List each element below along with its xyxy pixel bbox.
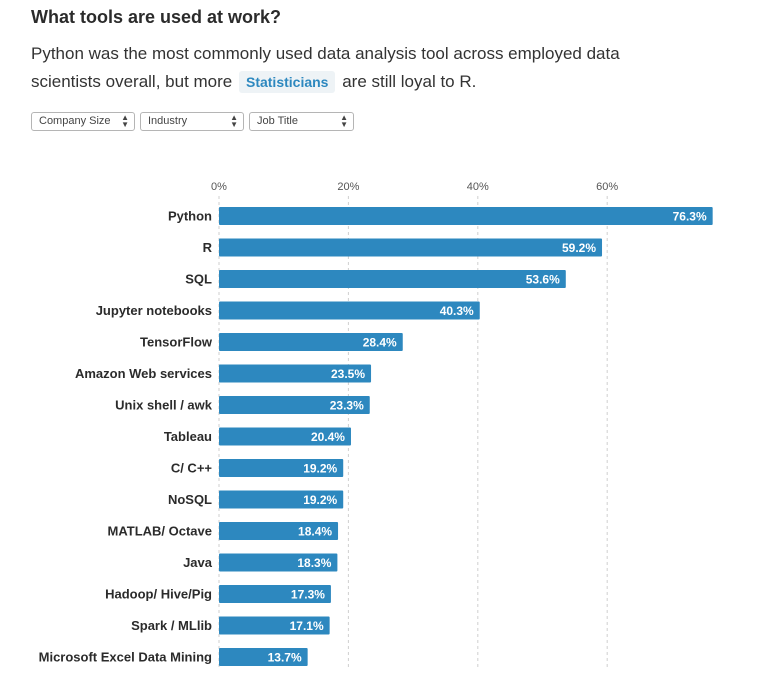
- bar-value-label: 18.3%: [297, 556, 331, 570]
- x-tick-label: 40%: [467, 181, 489, 193]
- bar: [219, 427, 351, 446]
- bar: [219, 459, 344, 477]
- statisticians-highlight: Statisticians: [238, 71, 336, 93]
- bar-value-label: 23.5%: [331, 367, 365, 381]
- bar: [219, 333, 403, 351]
- bar: [219, 270, 566, 288]
- job-title-select[interactable]: Job Title ▲ ▼: [249, 112, 354, 131]
- category-label: Tableau: [164, 429, 212, 444]
- x-tick-label: 60%: [596, 181, 618, 193]
- bar-value-label: 28.4%: [363, 336, 397, 350]
- x-tick-label: 20%: [337, 181, 359, 193]
- bar: [219, 396, 370, 414]
- bar: [219, 522, 339, 540]
- category-label: NoSQL: [168, 492, 212, 507]
- chart-title: What tools are used at work?: [31, 7, 282, 27]
- category-label: SQL: [185, 272, 212, 287]
- bar: [219, 490, 344, 509]
- category-label: Python: [168, 209, 212, 224]
- bar: [219, 648, 308, 666]
- bar-value-label: 19.2%: [303, 493, 337, 507]
- chart-subtitle: Python was the most commonly used data a…: [31, 40, 671, 96]
- category-label: Spark / MLlib: [131, 618, 212, 633]
- bar-value-label: 18.4%: [298, 525, 332, 539]
- bar: [219, 553, 338, 572]
- bar: [219, 364, 372, 383]
- bar-value-label: 17.3%: [291, 588, 325, 602]
- industry-select-label: Industry: [148, 115, 188, 127]
- subtitle-text-after: are still loyal to R.: [342, 72, 477, 91]
- bar: [219, 301, 480, 320]
- bar-value-label: 13.7%: [268, 651, 302, 665]
- category-label: Amazon Web services: [75, 366, 212, 381]
- category-label: Microsoft Excel Data Mining: [39, 650, 212, 665]
- filter-bar: Company Size ▲ ▼ Industry ▲ ▼ Job Title ▲ ▼: [31, 112, 354, 131]
- category-label: C/ C++: [171, 461, 213, 476]
- subtitle-text-before: Python was the most commonly used data a…: [31, 44, 620, 91]
- category-label: Unix shell / awk: [115, 398, 213, 413]
- bar: [219, 616, 330, 635]
- company-size-select-label: Company Size: [39, 115, 111, 127]
- bar-value-label: 17.1%: [290, 619, 324, 633]
- category-label: Hadoop/ Hive/Pig: [105, 587, 212, 602]
- category-label: R: [203, 240, 213, 255]
- bar-value-label: 40.3%: [440, 304, 474, 318]
- bar-value-label: 53.6%: [526, 273, 560, 287]
- updown-chevron-icon: ▲ ▼: [121, 113, 129, 129]
- bar-value-label: 23.3%: [330, 399, 364, 413]
- bar: [219, 238, 603, 257]
- category-label: MATLAB/ Octave: [108, 524, 213, 539]
- category-label: Jupyter notebooks: [96, 303, 212, 318]
- job-title-select-label: Job Title: [257, 115, 298, 127]
- bar-value-label: 19.2%: [303, 462, 337, 476]
- bar-value-label: 20.4%: [311, 430, 345, 444]
- bar-value-label: 59.2%: [562, 241, 596, 255]
- bar: [219, 207, 713, 225]
- x-tick-label: 0%: [211, 181, 227, 193]
- bar-value-label: 76.3%: [673, 210, 707, 224]
- company-size-select[interactable]: Company Size ▲ ▼: [31, 112, 135, 131]
- bar: [219, 585, 331, 603]
- industry-select[interactable]: Industry ▲ ▼: [140, 112, 244, 131]
- category-label: Java: [183, 555, 213, 570]
- category-label: TensorFlow: [140, 335, 213, 350]
- updown-chevron-icon: ▲ ▼: [340, 113, 348, 129]
- updown-chevron-icon: ▲ ▼: [230, 113, 238, 129]
